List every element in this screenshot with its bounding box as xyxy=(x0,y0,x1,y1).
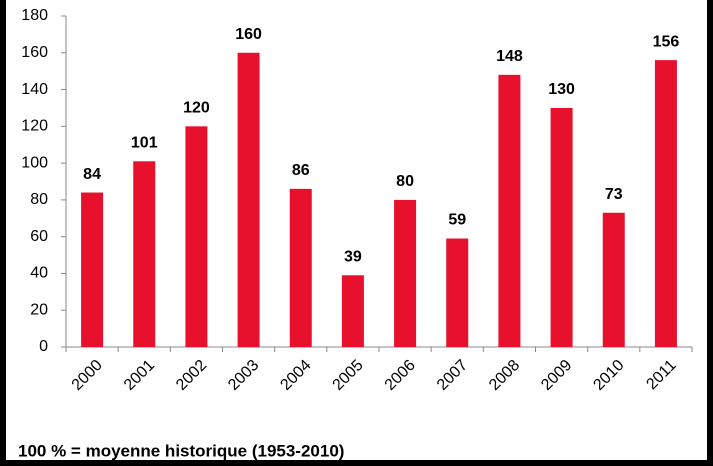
bar xyxy=(185,126,208,347)
bar xyxy=(341,275,364,347)
bar xyxy=(550,107,573,347)
data-label: 156 xyxy=(653,33,680,50)
bar xyxy=(446,238,469,347)
y-tick-label: 100 xyxy=(21,154,48,171)
data-label: 80 xyxy=(396,173,414,190)
data-label: 160 xyxy=(235,26,262,43)
bar xyxy=(654,60,677,348)
data-label: 39 xyxy=(344,249,362,266)
y-tick-label: 180 xyxy=(21,7,48,24)
data-label: 84 xyxy=(83,166,101,183)
y-tick-label: 140 xyxy=(21,81,48,98)
y-tick-label: 160 xyxy=(21,44,48,61)
bar xyxy=(289,188,312,347)
y-tick-label: 20 xyxy=(30,301,48,318)
bar xyxy=(394,199,417,347)
data-label: 59 xyxy=(448,212,466,229)
bar xyxy=(498,74,521,347)
y-tick-label: 80 xyxy=(30,191,48,208)
data-label: 101 xyxy=(131,134,158,151)
data-label: 86 xyxy=(292,162,310,179)
bar xyxy=(602,212,625,347)
data-label: 73 xyxy=(605,186,623,203)
y-tick-label: 120 xyxy=(21,118,48,135)
y-tick-label: 60 xyxy=(30,228,48,245)
y-tick-label: 40 xyxy=(30,265,48,282)
bar xyxy=(81,192,104,347)
y-tick-label: 0 xyxy=(39,338,48,355)
data-label: 120 xyxy=(183,100,210,117)
bar xyxy=(237,52,260,348)
annotation: 100 % = moyenne historique (1953-2010) xyxy=(18,441,344,460)
bar xyxy=(133,161,156,347)
data-label: 148 xyxy=(496,48,523,65)
data-label: 130 xyxy=(548,81,575,98)
